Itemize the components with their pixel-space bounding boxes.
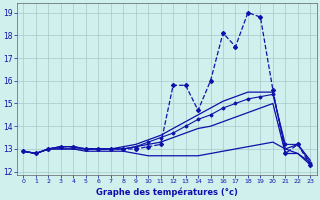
X-axis label: Graphe des températures (°c): Graphe des températures (°c)	[96, 187, 238, 197]
